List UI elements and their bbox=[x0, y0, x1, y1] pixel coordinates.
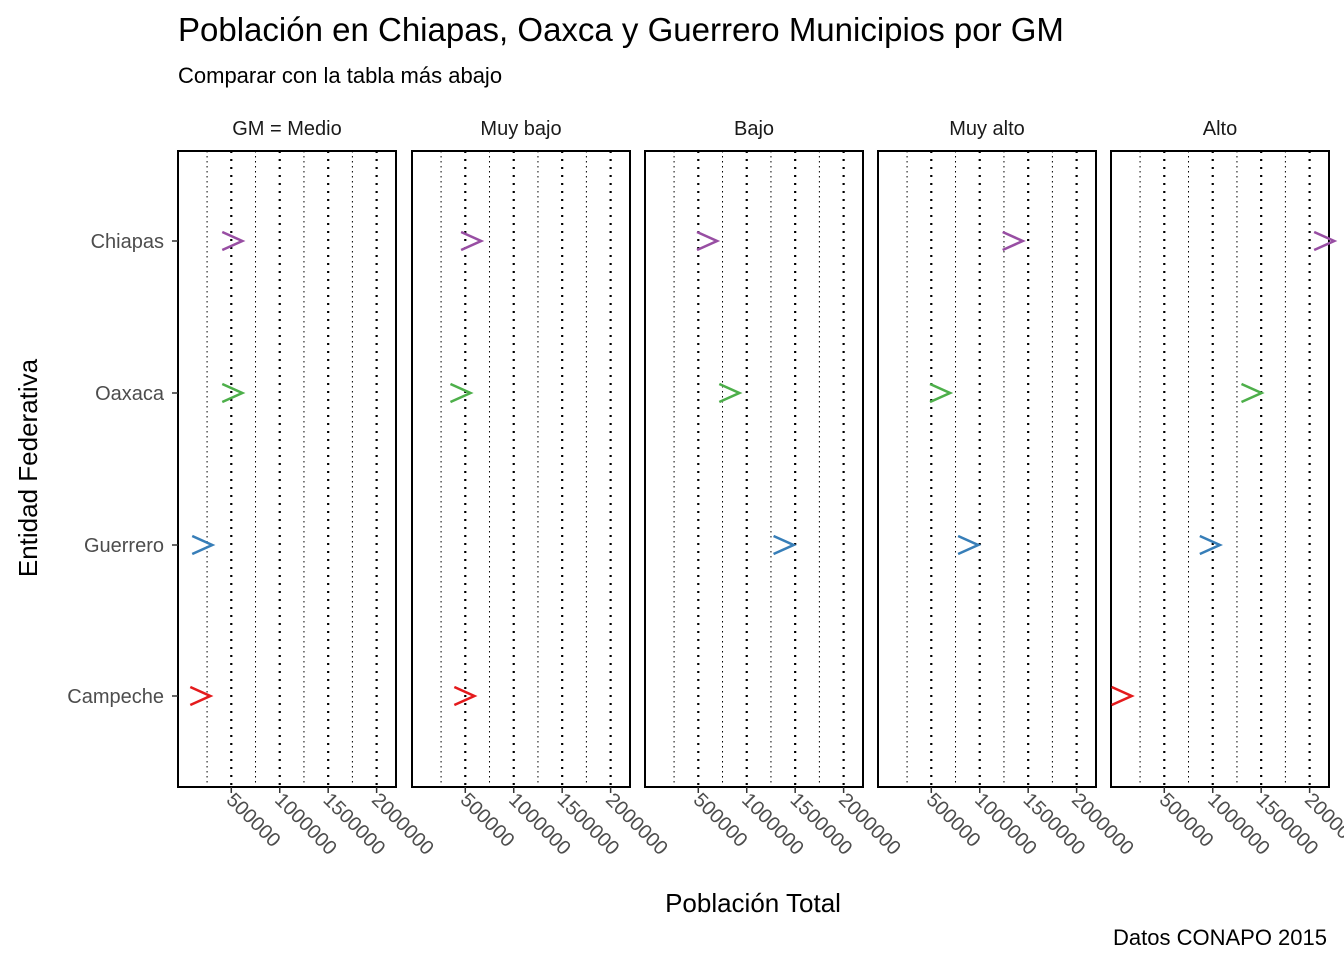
chart-subtitle: Comparar con la tabla más abajo bbox=[178, 63, 502, 88]
point-guerrero bbox=[191, 534, 216, 556]
panel-border bbox=[644, 150, 864, 788]
facet-panels: GM = Medio500000100000015000002000000Muy… bbox=[177, 118, 1344, 860]
facet-label: Muy bajo bbox=[480, 118, 561, 140]
y-tick-label-guerrero: Guerrero bbox=[84, 535, 164, 557]
panel-border bbox=[1110, 150, 1330, 788]
point-campeche bbox=[453, 685, 478, 707]
point-chiapas bbox=[221, 230, 246, 252]
point-chiapas bbox=[1002, 230, 1026, 252]
point-oaxaca bbox=[718, 382, 743, 404]
point-guerrero bbox=[773, 534, 797, 556]
panel-border bbox=[177, 150, 397, 788]
facet-label: Bajo bbox=[734, 118, 774, 140]
point-chiapas bbox=[1313, 230, 1338, 252]
chart-caption: Datos CONAPO 2015 bbox=[1113, 925, 1327, 950]
facet-label: GM = Medio bbox=[232, 118, 341, 140]
point-guerrero bbox=[957, 534, 982, 556]
point-chiapas bbox=[460, 230, 485, 252]
y-tick-label-chiapas: Chiapas bbox=[91, 231, 164, 253]
x-axis-title: Población Total bbox=[665, 888, 841, 918]
point-oaxaca bbox=[449, 382, 474, 404]
facet-label: Muy alto bbox=[949, 118, 1025, 140]
point-chiapas bbox=[696, 230, 721, 252]
y-axis-title: Entidad Federativa bbox=[13, 358, 43, 577]
point-oaxaca bbox=[1240, 382, 1265, 404]
chart-title: Población en Chiapas, Oaxca y Guerrero M… bbox=[178, 11, 1064, 48]
y-tick-label-oaxaca: Oaxaca bbox=[95, 383, 165, 405]
panel-border bbox=[877, 150, 1097, 788]
y-axis: Campeche Guerrero Oaxaca Chiapas bbox=[67, 231, 178, 708]
point-oaxaca bbox=[929, 382, 954, 404]
facet-label: Alto bbox=[1203, 118, 1237, 140]
panel-border bbox=[411, 150, 631, 788]
point-guerrero bbox=[1199, 534, 1223, 556]
y-tick-label-campeche: Campeche bbox=[67, 686, 164, 708]
point-campeche bbox=[1111, 685, 1135, 707]
point-campeche bbox=[189, 685, 214, 707]
point-oaxaca bbox=[221, 382, 246, 404]
